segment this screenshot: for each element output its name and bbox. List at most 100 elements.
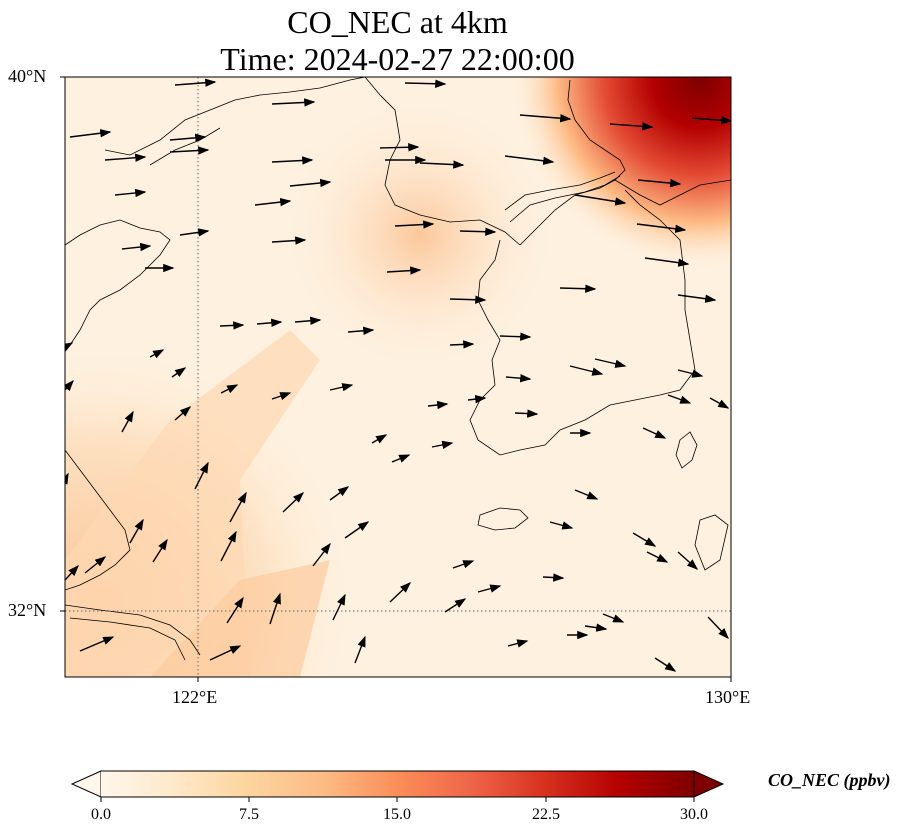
wind-arrow xyxy=(569,365,604,376)
wind-arrow xyxy=(391,454,411,463)
wind-arrow xyxy=(169,146,210,155)
wind-arrow xyxy=(642,427,667,439)
wind-arrow xyxy=(549,521,574,530)
wind-arrow xyxy=(332,593,346,621)
wind-arrow xyxy=(65,564,79,581)
wind-arrow xyxy=(514,409,539,418)
wind-arrow xyxy=(354,635,366,664)
wind-arrow xyxy=(256,318,283,327)
wind-arrow xyxy=(152,538,168,563)
colorbar-extend-min xyxy=(70,770,102,798)
colorbar-tick-label: 30.0 xyxy=(680,806,708,823)
wind-arrow xyxy=(477,584,502,593)
gridlines xyxy=(65,77,731,677)
colorbar xyxy=(70,770,725,802)
wind-arrow xyxy=(677,294,717,303)
co-field xyxy=(65,77,731,677)
wind-arrow xyxy=(65,342,74,352)
wind-arrow xyxy=(289,178,332,188)
wind-arrow xyxy=(559,284,597,293)
wind-arrow xyxy=(65,379,74,392)
colorbar-gradient xyxy=(101,771,694,797)
wind-arrow xyxy=(271,392,292,401)
map-frame xyxy=(64,76,732,678)
colorbar-tick-label: 7.5 xyxy=(239,806,259,823)
colorbar-label: CO_NEC (ppbv) xyxy=(768,770,891,790)
wind-arrow xyxy=(169,133,207,143)
wind-arrow xyxy=(636,223,687,233)
wind-arrow xyxy=(312,542,331,567)
wind-arrow xyxy=(386,266,422,275)
wind-arrow xyxy=(254,197,292,207)
wind-arrow xyxy=(677,369,704,378)
wind-arrow xyxy=(519,114,572,123)
wind-arrow xyxy=(174,406,192,421)
wind-arrow xyxy=(389,582,412,603)
wind-arrow xyxy=(271,98,316,107)
wind-arrow xyxy=(84,556,107,574)
wind-arrow xyxy=(149,349,165,359)
coastlines xyxy=(65,77,731,661)
wind-arrow xyxy=(329,383,354,392)
wind-vectors xyxy=(65,78,731,672)
wind-arrow xyxy=(646,551,669,563)
lat-tick-label: 32°N xyxy=(8,600,47,620)
wind-arrow xyxy=(602,613,625,623)
wind-arrow xyxy=(459,227,497,236)
wind-arrow xyxy=(219,321,245,330)
wind-arrow xyxy=(194,461,209,490)
wind-arrow xyxy=(114,188,147,198)
wind-arrow xyxy=(220,384,239,394)
axis-ticks xyxy=(60,76,732,682)
lat-tick-label: 40°N xyxy=(8,66,47,86)
wind-arrow xyxy=(584,623,608,632)
wind-arrow xyxy=(171,367,187,378)
wind-arrow xyxy=(427,400,449,410)
wind-arrow xyxy=(271,236,307,245)
wind-arrow xyxy=(609,122,654,131)
wind-arrow xyxy=(574,489,599,500)
wind-arrow xyxy=(271,156,314,165)
map-title: CO_NEC at 4km xyxy=(287,4,508,40)
wind-arrow xyxy=(574,194,627,206)
map-timestamp: Time: 2024-02-27 22:00:00 xyxy=(220,41,575,77)
wind-arrow xyxy=(394,220,435,229)
colorbar-tick-label: 0.0 xyxy=(91,806,111,823)
colorbar-tick-label: 22.5 xyxy=(532,806,560,823)
wind-arrow xyxy=(104,153,147,162)
wind-arrow xyxy=(467,394,487,404)
wind-arrow xyxy=(507,639,529,648)
wind-arrow xyxy=(691,116,731,125)
wind-arrow xyxy=(404,79,447,88)
wind-arrow xyxy=(294,316,322,325)
wind-arrow xyxy=(707,616,729,640)
wind-arrow xyxy=(444,598,467,613)
wind-arrow xyxy=(371,434,388,444)
wind-arrow xyxy=(499,332,532,341)
wind-arrow xyxy=(379,143,420,152)
colorbar-tick-label: 15.0 xyxy=(383,806,411,823)
map-canvas xyxy=(60,76,732,682)
wind-arrow xyxy=(504,155,555,165)
wind-arrow xyxy=(505,374,532,383)
wind-arrow xyxy=(79,636,115,652)
wind-arrow xyxy=(269,592,281,625)
wind-arrow xyxy=(452,560,475,569)
wind-arrow xyxy=(129,518,144,544)
wind-arrow xyxy=(667,394,692,404)
wind-arrow xyxy=(632,532,657,547)
wind-arrow xyxy=(347,326,375,335)
wind-arrow xyxy=(226,596,244,624)
wind-arrow xyxy=(637,178,682,188)
wind-arrow xyxy=(121,410,134,433)
wind-arrow xyxy=(654,657,677,672)
wind-arrow xyxy=(282,492,305,513)
wind-arrow xyxy=(229,491,247,523)
wind-arrow xyxy=(121,242,152,252)
wind-arrow xyxy=(174,78,217,87)
wind-arrow xyxy=(209,645,242,661)
wind-arrow xyxy=(329,486,350,501)
wind-arrow xyxy=(542,573,565,582)
wind-arrow xyxy=(431,440,454,450)
wind-arrow xyxy=(594,358,627,368)
